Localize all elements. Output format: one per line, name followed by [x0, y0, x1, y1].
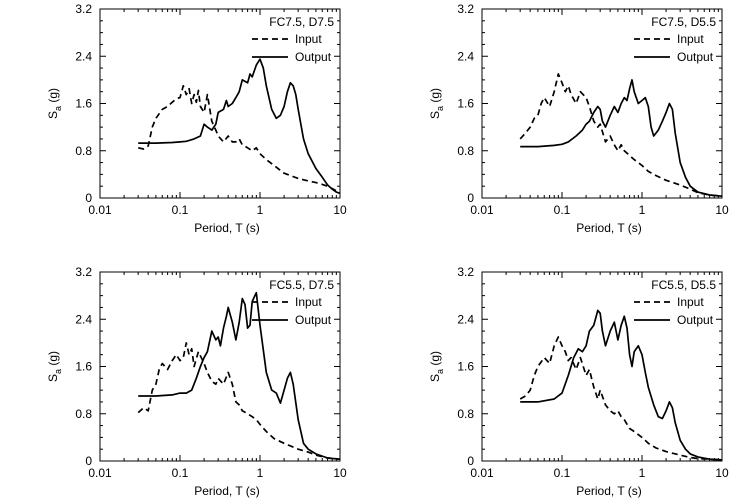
- chart-panel-4: 0.01 0.1 1 10 0 0.8 1.6 2.4 3.2 Period, T (s) Sa (…: [428, 265, 729, 498]
- x-tick-label: 0.01: [88, 203, 112, 217]
- legend-label-input: Input: [295, 295, 322, 309]
- legend-label-output: Output: [295, 50, 332, 64]
- x-tick-label: 1: [257, 203, 264, 217]
- x-tick-label: 10: [715, 203, 729, 217]
- series-input-line: [138, 84, 341, 194]
- y-axis-label: Sa (g): [428, 88, 445, 119]
- y-tick-label: 1.6: [75, 360, 92, 374]
- y-tick-label: 0: [467, 191, 474, 205]
- x-axis-label: Period, T (s): [576, 484, 642, 498]
- y-tick-label: 1.6: [457, 97, 474, 111]
- x-tick-label: 0.01: [88, 466, 112, 480]
- chart-panel-2: 0.01 0.1 1 10 0 0.8 1.6 2.4 3.2 Period, T (s) Sa (…: [428, 2, 729, 235]
- x-tick-label: 1: [639, 203, 646, 217]
- x-tick-label: 0.1: [554, 203, 571, 217]
- legend-label-input: Input: [677, 32, 704, 46]
- y-tick-label: 2.4: [75, 49, 92, 63]
- y-tick-label: 0: [85, 454, 92, 468]
- y-tick-label: 0.8: [75, 407, 92, 421]
- y-tick-label: 0.8: [75, 144, 92, 158]
- x-tick-label: 10: [715, 466, 729, 480]
- y-axis-label: Sa (g): [428, 351, 445, 382]
- panel-title: FC5.5, D5.5: [651, 278, 716, 292]
- series-output-line: [520, 309, 723, 461]
- x-tick-label: 10: [333, 466, 347, 480]
- series-output-line: [138, 58, 341, 195]
- x-tick-label: 10: [333, 203, 347, 217]
- y-tick-label: 2.4: [457, 312, 474, 326]
- y-tick-label: 0: [467, 454, 474, 468]
- y-tick-label: 3.2: [75, 2, 92, 16]
- chart-panel-3: 0.01 0.1 1 10 0 0.8 1.6 2.4 3.2 Period, T (s) Sa (…: [46, 265, 347, 498]
- y-tick-label: 2.4: [75, 312, 92, 326]
- x-tick-label: 0.1: [554, 466, 571, 480]
- y-tick-label: 1.6: [457, 360, 474, 374]
- x-tick-label: 1: [639, 466, 646, 480]
- legend-label-output: Output: [295, 313, 332, 327]
- x-tick-label: 1: [257, 466, 264, 480]
- legend-label-input: Input: [677, 295, 704, 309]
- legend-label-output: Output: [677, 50, 714, 64]
- chart-panel-1: 0.01 0.1 1 10 0 0.8 1.6 2.4 3.2 Period, T (s) Sa (…: [46, 2, 347, 235]
- y-tick-label: 0.8: [457, 407, 474, 421]
- y-axis-label: Sa (g): [46, 88, 63, 119]
- y-tick-label: 3.2: [75, 265, 92, 279]
- x-axis-label: Period, T (s): [194, 484, 260, 498]
- y-tick-label: 0: [85, 191, 92, 205]
- y-tick-label: 1.6: [75, 97, 92, 111]
- y-tick-label: 3.2: [457, 265, 474, 279]
- y-tick-label: 2.4: [457, 49, 474, 63]
- x-axis-label: Period, T (s): [194, 221, 260, 235]
- x-tick-label: 0.1: [172, 203, 189, 217]
- x-tick-label: 0.01: [470, 203, 494, 217]
- y-axis-label: Sa (g): [46, 351, 63, 382]
- series-input-line: [137, 342, 341, 461]
- x-tick-label: 0.01: [470, 466, 494, 480]
- series-input-line: [519, 336, 723, 461]
- x-tick-label: 0.1: [172, 466, 189, 480]
- series-output-line: [520, 79, 723, 198]
- legend-label-input: Input: [295, 32, 322, 46]
- panel-title: FC5.5, D7.5: [269, 278, 334, 292]
- x-axis-label: Period, T (s): [576, 221, 642, 235]
- series-output-line: [138, 291, 341, 461]
- panel-title: FC7.5, D5.5: [651, 15, 716, 29]
- series-input-line: [519, 73, 723, 198]
- panel-title: FC7.5, D7.5: [269, 15, 334, 29]
- y-tick-label: 3.2: [457, 2, 474, 16]
- legend-label-output: Output: [677, 313, 714, 327]
- y-tick-label: 0.8: [457, 144, 474, 158]
